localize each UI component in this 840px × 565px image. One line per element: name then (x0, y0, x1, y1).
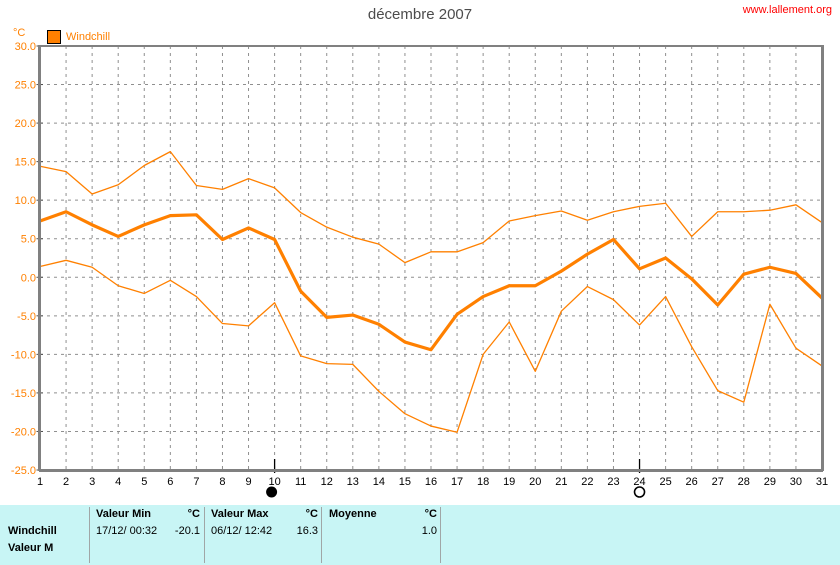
x-tick-label: 6 (167, 476, 173, 488)
x-tick-label: 31 (816, 476, 828, 488)
header-min-unit: °C (187, 508, 200, 520)
header-min-label: Valeur Min (96, 508, 152, 520)
x-tick-label: 17 (451, 476, 463, 488)
full-moon-icon (633, 486, 646, 498)
x-tick-label: 23 (607, 476, 619, 488)
table-row-label: Windchill (8, 525, 86, 537)
chart-canvas: 30.0 25.0 20.0 15.0 10.0 5.0 0.0 -5.0 -10.0 -15.0… (11, 41, 828, 498)
x-tick-label: 4 (115, 476, 121, 488)
x-tick-label: 16 (425, 476, 437, 488)
x-tick-label: 24 (633, 476, 645, 488)
header-max-unit: °C (305, 508, 318, 520)
next-row-label-text: Valeur M (8, 542, 54, 554)
max-value: 16.3 (296, 525, 318, 537)
max-datetime: 06/12/ 12:42 (211, 525, 273, 537)
page-title: décembre 2007 (367, 6, 473, 23)
table-header-max: Valeur Max °C (211, 508, 318, 520)
x-tick-label: 30 (790, 476, 802, 488)
min-value: -20.1 (174, 525, 200, 537)
x-tick-label: 8 (219, 476, 225, 488)
row-label-text: Windchill (8, 525, 57, 537)
weather-chart-page: { "page": { "title": "décembre 2007", "s… (0, 4, 840, 565)
x-tick-label: 26 (686, 476, 698, 488)
legend-swatch (47, 30, 61, 44)
table-divider (204, 507, 205, 563)
x-tick-label: 7 (193, 476, 199, 488)
table-divider (89, 507, 90, 563)
y-tick-label: 10.0 (15, 195, 36, 207)
table-cell-mean: 1.0 (329, 525, 437, 537)
x-tick-label: 12 (321, 476, 333, 488)
table-divider (321, 507, 322, 563)
site-link[interactable]: www.lallement.org (742, 4, 832, 16)
x-tick-label: 10 (268, 476, 280, 488)
y-tick-label: 20.0 (15, 118, 36, 130)
x-tick-label: 19 (503, 476, 515, 488)
table-divider (440, 507, 441, 563)
x-tick-label: 29 (764, 476, 776, 488)
x-tick-label: 5 (141, 476, 147, 488)
y-tick-label: -10.0 (11, 349, 36, 361)
x-tick-label: 9 (245, 476, 251, 488)
table-header-min: Valeur Min °C (96, 508, 200, 520)
x-tick-label: 20 (529, 476, 541, 488)
y-tick-label: 30.0 (15, 41, 36, 53)
y-tick-label: -15.0 (11, 388, 36, 400)
series-line-thin (39, 259, 823, 433)
series-line-thick (39, 210, 824, 352)
y-tick-label: 25.0 (15, 80, 36, 92)
x-tick-label: 25 (659, 476, 671, 488)
x-tick-label: 13 (347, 476, 359, 488)
x-tick-label: 15 (399, 476, 411, 488)
x-tick-label: 21 (555, 476, 567, 488)
y-tick-label: 5.0 (21, 234, 36, 246)
header-mean-label: Moyenne (329, 508, 377, 520)
x-tick-label: 1 (37, 476, 43, 488)
header-max-label: Valeur Max (211, 508, 269, 520)
y-tick-label: -5.0 (17, 311, 36, 323)
y-axis-unit-label: °C (13, 27, 26, 39)
mean-value: 1.0 (421, 525, 437, 537)
table-next-row-label-clipped: Valeur M (8, 542, 128, 554)
x-tick-label: 3 (89, 476, 95, 488)
x-tick-label: 28 (738, 476, 750, 488)
table-cell-min: 17/12/ 00:32 -20.1 (96, 525, 200, 537)
x-tick-label: 2 (63, 476, 69, 488)
x-tick-label: 27 (712, 476, 724, 488)
table-header-mean: Moyenne °C (329, 508, 437, 520)
legend: Windchill (47, 30, 110, 44)
stats-table: Valeur Min °C Valeur Max °C Moyenne °C W… (0, 505, 840, 565)
x-tick-label: 11 (295, 476, 306, 488)
x-tick-label: 18 (477, 476, 489, 488)
legend-label: Windchill (66, 31, 111, 43)
y-tick-label: 0.0 (21, 272, 36, 284)
new-moon-icon (266, 486, 278, 498)
y-tick-label: 15.0 (15, 157, 36, 169)
x-tick-label: 22 (581, 476, 593, 488)
table-cell-max: 06/12/ 12:42 16.3 (211, 525, 318, 537)
y-tick-label: -25.0 (11, 465, 36, 477)
header-mean-unit: °C (424, 508, 437, 520)
y-tick-label: -20.0 (11, 426, 36, 438)
min-datetime: 17/12/ 00:32 (96, 525, 158, 537)
series-line-thin (39, 150, 823, 264)
x-tick-label: 14 (373, 476, 385, 488)
